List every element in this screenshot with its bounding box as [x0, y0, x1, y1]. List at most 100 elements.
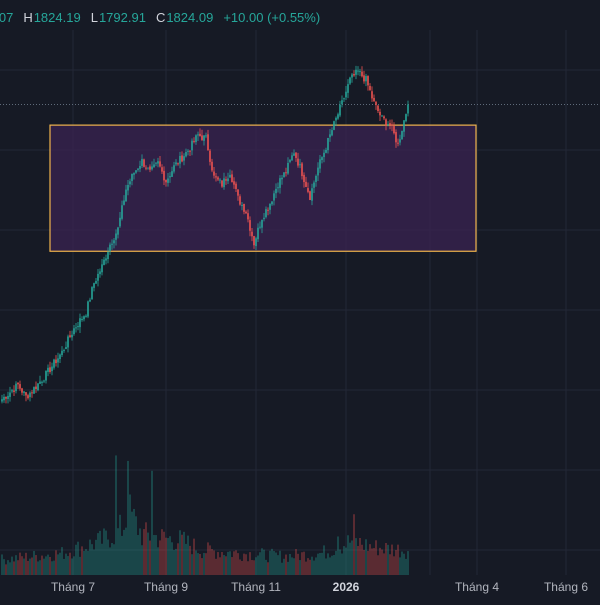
candle[interactable] — [405, 113, 407, 123]
candle[interactable] — [379, 108, 381, 122]
candle[interactable] — [281, 175, 283, 185]
candle[interactable] — [273, 190, 275, 206]
candle[interactable] — [25, 392, 27, 402]
candle[interactable] — [125, 184, 127, 202]
candle[interactable] — [179, 151, 181, 169]
candle[interactable] — [349, 76, 351, 85]
candle[interactable] — [291, 152, 293, 161]
candle[interactable] — [43, 379, 45, 384]
candle[interactable] — [339, 100, 341, 118]
candle[interactable] — [93, 282, 95, 292]
candle[interactable] — [269, 203, 271, 215]
candle[interactable] — [127, 180, 129, 196]
candle[interactable] — [263, 212, 265, 222]
candle[interactable] — [1, 394, 3, 404]
candle[interactable] — [141, 154, 143, 169]
candle[interactable] — [307, 182, 309, 194]
candle[interactable] — [191, 138, 193, 156]
candle[interactable] — [121, 200, 123, 221]
candle[interactable] — [119, 212, 121, 228]
candle[interactable] — [205, 132, 207, 139]
candle[interactable] — [289, 159, 291, 164]
candle[interactable] — [69, 330, 71, 339]
candle[interactable] — [225, 176, 227, 185]
candle[interactable] — [361, 66, 363, 78]
candle[interactable] — [359, 68, 361, 77]
candle[interactable] — [245, 210, 247, 215]
candle[interactable] — [115, 229, 117, 246]
candle[interactable] — [39, 375, 41, 384]
candle[interactable] — [75, 322, 77, 333]
candle[interactable] — [85, 314, 87, 318]
candle[interactable] — [261, 219, 263, 234]
candle[interactable] — [89, 297, 91, 303]
candle[interactable] — [149, 164, 151, 173]
candle[interactable] — [41, 380, 43, 387]
candle[interactable] — [109, 242, 111, 256]
candle[interactable] — [303, 172, 305, 188]
candle[interactable] — [123, 195, 125, 206]
candle[interactable] — [239, 194, 241, 206]
range-box[interactable] — [49, 124, 477, 252]
candle[interactable] — [407, 100, 409, 117]
candle[interactable] — [219, 178, 221, 184]
candle[interactable] — [373, 94, 375, 102]
candle[interactable] — [357, 66, 359, 76]
candle[interactable] — [367, 75, 369, 91]
candle[interactable] — [183, 153, 185, 166]
candle[interactable] — [213, 167, 215, 179]
candle[interactable] — [11, 388, 13, 394]
candle[interactable] — [221, 180, 223, 188]
candle[interactable] — [227, 172, 229, 184]
candle[interactable] — [153, 158, 155, 168]
candle[interactable] — [111, 239, 113, 250]
candle[interactable] — [329, 129, 331, 142]
candle[interactable] — [77, 322, 79, 331]
candle[interactable] — [389, 119, 391, 130]
candle[interactable] — [311, 183, 313, 206]
candle[interactable] — [325, 147, 327, 154]
candle[interactable] — [327, 137, 329, 154]
candle[interactable] — [401, 130, 403, 140]
candle[interactable] — [211, 158, 213, 173]
candle[interactable] — [37, 383, 39, 392]
candle[interactable] — [17, 381, 19, 389]
candle[interactable] — [335, 116, 337, 126]
candle[interactable] — [363, 70, 365, 84]
candle[interactable] — [165, 179, 167, 187]
candle[interactable] — [223, 172, 225, 190]
candle[interactable] — [79, 313, 81, 333]
candle[interactable] — [353, 70, 355, 77]
candle[interactable] — [287, 157, 289, 175]
candle[interactable] — [267, 207, 269, 216]
candle[interactable] — [103, 256, 105, 266]
candle[interactable] — [259, 221, 261, 230]
candle[interactable] — [131, 173, 133, 186]
candle[interactable] — [3, 393, 5, 403]
candle[interactable] — [55, 355, 57, 367]
candle[interactable] — [375, 100, 377, 110]
candle[interactable] — [255, 236, 257, 251]
candle[interactable] — [397, 138, 399, 147]
candle[interactable] — [159, 155, 161, 168]
candle[interactable] — [345, 85, 347, 101]
candle[interactable] — [181, 151, 183, 163]
candle[interactable] — [207, 129, 209, 151]
candle[interactable] — [15, 381, 17, 394]
candle[interactable] — [137, 168, 139, 172]
candle[interactable] — [63, 348, 65, 353]
candle[interactable] — [19, 380, 21, 391]
candle[interactable] — [217, 175, 219, 181]
candle[interactable] — [385, 118, 387, 131]
candle[interactable] — [355, 65, 357, 80]
candle[interactable] — [155, 162, 157, 167]
candle[interactable] — [387, 121, 389, 127]
candle[interactable] — [185, 148, 187, 158]
candle[interactable] — [315, 174, 317, 187]
candle[interactable] — [33, 386, 35, 394]
candle[interactable] — [403, 120, 405, 137]
candle[interactable] — [31, 390, 33, 398]
candle[interactable] — [297, 152, 299, 168]
candle[interactable] — [157, 157, 159, 168]
candle[interactable] — [57, 352, 59, 368]
